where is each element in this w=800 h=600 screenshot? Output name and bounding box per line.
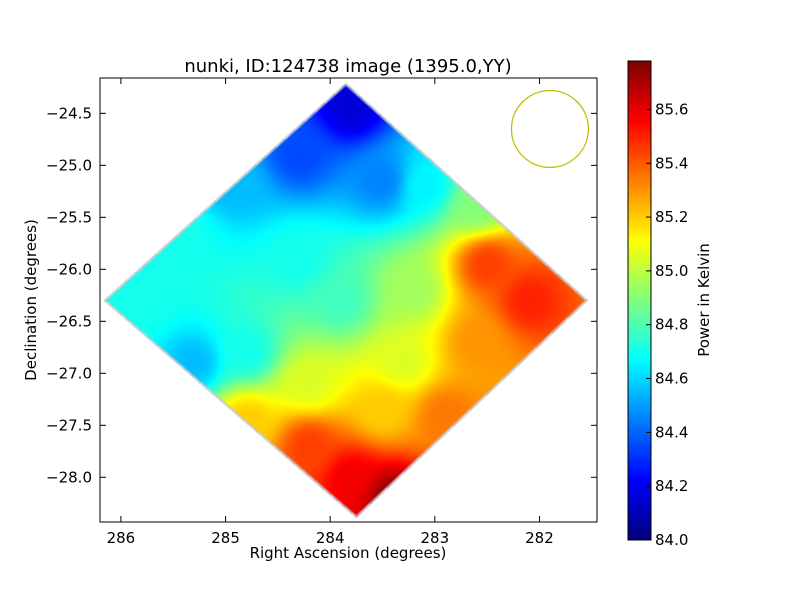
colorbar-tick-label: 85.2	[655, 208, 688, 226]
colorbar-tick-label: 84.4	[655, 423, 688, 441]
colorbar: 84.0 84.2 84.4 84.6 84.8 85.0 85.2 85.4 85.6 Pow…	[627, 60, 713, 549]
x-tick-label: 284	[316, 529, 345, 547]
colorbar-tick-label: 84.6	[655, 370, 688, 388]
x-tick-label: 283	[421, 529, 450, 547]
y-tick-label: −26.5	[46, 312, 92, 330]
colorbar-gradient	[628, 61, 651, 540]
colorbar-tick-label: 85.6	[655, 100, 688, 118]
y-axis-label: Declination (degrees)	[22, 219, 40, 381]
plot-area	[99, 77, 598, 523]
y-axis: −24.5 −25.0 −25.5 −26.0 −26.5 −27.0 −27.5 −28.0	[46, 104, 597, 486]
y-tick-label: −27.5	[46, 416, 92, 434]
colorbar-ticks: 84.0 84.2 84.4 84.6 84.8 85.0 85.2 85.4 85.6	[646, 100, 688, 549]
sky-map-image	[100, 78, 597, 522]
x-tick-label: 282	[525, 529, 554, 547]
colorbar-tick-label: 84.8	[655, 316, 688, 334]
y-tick-label: −25.5	[46, 208, 92, 226]
beam-circle	[510, 89, 590, 169]
y-tick-label: −26.0	[46, 260, 92, 278]
y-tick-label: −27.0	[46, 364, 92, 382]
y-tick-label: −25.0	[46, 156, 92, 174]
colorbar-tick-label: 85.0	[655, 262, 688, 280]
y-tick-label: −28.0	[46, 468, 92, 486]
x-tick-label: 286	[107, 529, 136, 547]
colorbar-tick-label: 84.0	[655, 531, 688, 549]
x-axis-label: Right Ascension (degrees)	[250, 544, 447, 562]
colorbar-frame	[627, 60, 652, 541]
chart-title: nunki, ID:124738 image (1395.0,YY)	[184, 56, 511, 77]
y-tick-label: −24.5	[46, 104, 92, 122]
x-tick-label: 285	[211, 529, 240, 547]
colorbar-tick-label: 84.2	[655, 477, 688, 495]
x-axis: 286 285 284 283 282	[107, 78, 554, 547]
colorbar-tick-label: 85.4	[655, 154, 688, 172]
plot-frame	[99, 77, 598, 523]
field-outline	[102, 82, 589, 519]
colorbar-label: Power in Kelvin	[695, 243, 713, 357]
